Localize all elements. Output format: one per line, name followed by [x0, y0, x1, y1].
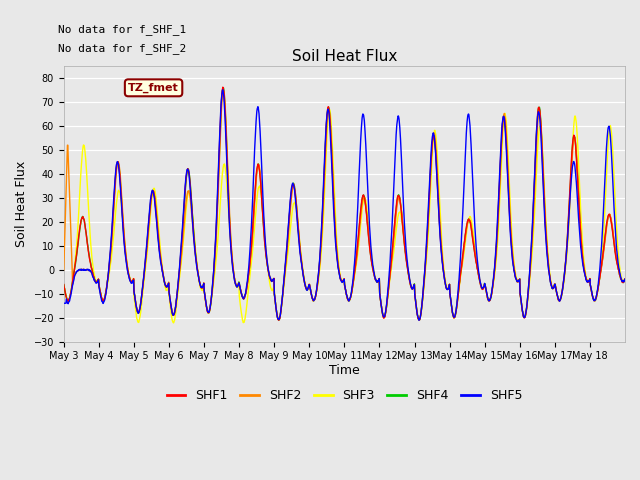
SHF1	[275, 317, 283, 323]
Line: SHF5: SHF5	[64, 90, 625, 320]
Line: SHF4: SHF4	[64, 88, 625, 320]
Text: No data for f_SHF_1: No data for f_SHF_1	[58, 24, 186, 35]
SHF1	[477, 284, 485, 290]
SHF3	[60, 282, 68, 288]
Y-axis label: Soil Heat Flux: Soil Heat Flux	[15, 161, 28, 247]
SHF4	[330, 212, 338, 217]
SHF4	[560, 279, 568, 285]
SHF1	[614, 266, 622, 272]
SHF2	[320, 192, 328, 198]
SHF3	[330, 190, 338, 195]
SHF3	[621, 276, 629, 282]
SHF4	[477, 284, 485, 289]
Line: SHF3: SHF3	[64, 109, 625, 323]
SHF4	[148, 193, 156, 199]
SHF5	[330, 213, 338, 218]
SHF3	[148, 198, 156, 204]
SHF3	[477, 284, 485, 289]
SHF3	[319, 216, 327, 222]
SHF1	[621, 276, 629, 282]
SHF3	[560, 280, 568, 286]
SHF3	[614, 252, 622, 258]
SHF5	[148, 190, 156, 196]
SHF2	[220, 87, 227, 93]
SHF5	[219, 87, 227, 93]
SHF4	[60, 282, 68, 288]
SHF4	[320, 184, 328, 190]
SHF1	[330, 214, 338, 219]
SHF1	[320, 180, 328, 186]
SHF1	[219, 84, 227, 90]
SHF1	[560, 278, 568, 284]
SHF4	[220, 85, 227, 91]
SHF5	[319, 184, 327, 190]
SHF2	[560, 279, 568, 285]
SHF4	[614, 267, 622, 273]
SHF2	[148, 194, 156, 200]
SHF5	[614, 263, 622, 268]
Text: TZ_fmet: TZ_fmet	[128, 83, 179, 93]
Legend: SHF1, SHF2, SHF3, SHF4, SHF5: SHF1, SHF2, SHF3, SHF4, SHF5	[161, 384, 527, 407]
SHF5	[621, 276, 629, 282]
SHF5	[415, 317, 422, 323]
Line: SHF1: SHF1	[64, 87, 625, 320]
SHF1	[148, 192, 156, 198]
SHF1	[60, 282, 68, 288]
SHF2	[477, 285, 485, 290]
SHF5	[477, 283, 485, 289]
SHF4	[621, 276, 629, 282]
SHF5	[560, 278, 568, 284]
X-axis label: Time: Time	[329, 364, 360, 377]
SHF2	[614, 266, 622, 272]
SHF2	[60, 267, 68, 273]
SHF3	[326, 107, 333, 112]
SHF5	[60, 300, 68, 306]
SHF2	[621, 276, 629, 282]
Line: SHF2: SHF2	[64, 90, 625, 320]
Text: No data for f_SHF_2: No data for f_SHF_2	[58, 43, 186, 54]
Title: Soil Heat Flux: Soil Heat Flux	[292, 48, 397, 63]
SHF3	[170, 320, 177, 326]
SHF2	[330, 206, 338, 212]
SHF2	[275, 317, 282, 323]
SHF4	[275, 317, 283, 323]
